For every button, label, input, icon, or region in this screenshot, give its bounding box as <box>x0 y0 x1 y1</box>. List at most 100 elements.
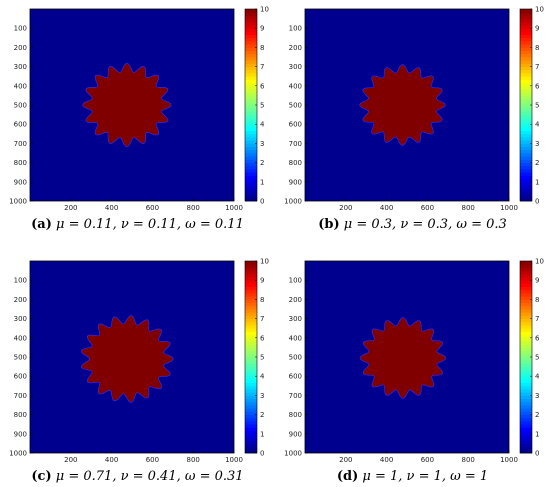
colorbar-segment <box>520 398 532 403</box>
colorbar-segment <box>520 309 532 313</box>
colorbar-segment <box>520 146 532 151</box>
y-tick-label: 200 <box>14 44 27 52</box>
caption-c: (c) μ = 0.71, ν = 0.41, ω = 0.31 <box>0 469 275 484</box>
colorbar-segment <box>245 446 257 451</box>
colorbar-segment <box>520 114 532 119</box>
colorbar-segment <box>245 31 257 35</box>
colorbar-segment <box>520 305 532 310</box>
colorbar-tick-label: 7 <box>260 63 264 71</box>
colorbar-segment <box>520 350 532 355</box>
y-tick-label: 400 <box>289 334 302 342</box>
colorbar-segment <box>245 101 257 106</box>
colorbar-segment <box>520 31 532 35</box>
colorbar-segment <box>520 69 532 74</box>
colorbar-segment <box>520 44 532 48</box>
colorbar-segment <box>520 149 532 154</box>
y-tick-label: 600 <box>289 121 302 129</box>
colorbar-segment <box>245 373 257 377</box>
colorbar-segment <box>520 28 532 32</box>
y-tick-label: 600 <box>14 373 27 381</box>
colorbar-segment <box>520 127 532 131</box>
colorbar-segment <box>520 405 532 409</box>
y-tick-label: 200 <box>289 296 302 304</box>
colorbar-segment <box>520 73 532 77</box>
caption-mu: μ = 0.11, <box>56 217 117 232</box>
colorbar-segment <box>245 121 257 125</box>
y-tick-label: 300 <box>289 63 302 71</box>
colorbar-segment <box>520 379 532 383</box>
colorbar-segment <box>520 89 532 93</box>
colorbar-segment <box>520 156 532 160</box>
colorbar-segment <box>520 325 532 329</box>
caption-mu: μ = 1, <box>362 469 403 484</box>
colorbar-segment <box>520 79 532 83</box>
colorbar-segment <box>520 105 532 109</box>
colorbar-segment <box>520 9 532 13</box>
colorbar-segment <box>245 172 257 176</box>
colorbar-segment <box>520 25 532 29</box>
colorbar-segment <box>245 401 257 406</box>
colorbar-segment <box>245 140 257 144</box>
caption-omega: ω = 0.11 <box>185 217 244 232</box>
colorbar-tick-label: 9 <box>535 25 539 33</box>
colorbar-segment <box>520 273 532 278</box>
colorbar-tick-label: 2 <box>260 411 264 419</box>
colorbar-tick-label: 5 <box>260 354 264 362</box>
colorbar-segment <box>520 449 532 454</box>
y-tick-label: 400 <box>289 82 302 90</box>
colorbar-segment <box>520 18 532 23</box>
colorbar-segment <box>520 261 532 265</box>
y-tick-label: 900 <box>289 430 302 438</box>
colorbar-segment <box>245 443 257 447</box>
colorbar-segment <box>245 344 257 348</box>
colorbar-segment <box>520 337 532 342</box>
colorbar-tick-label: 6 <box>535 82 540 90</box>
y-tick-label: 1000 <box>284 198 302 206</box>
colorbar-tick-label: 8 <box>535 296 539 304</box>
colorbar-segment <box>245 82 257 87</box>
caption-omega: ω = 0.3 <box>456 217 507 232</box>
colorbar-segment <box>245 143 257 147</box>
colorbar-segment <box>520 197 532 202</box>
y-tick-label: 400 <box>14 334 27 342</box>
colorbar-tick-label: 4 <box>535 121 540 129</box>
x-tick-label: 1000 <box>500 456 518 464</box>
colorbar-segment <box>520 289 532 294</box>
colorbar-segment <box>520 47 532 51</box>
colorbar-segment <box>245 417 257 422</box>
colorbar-segment <box>520 280 532 284</box>
colorbar-tick-label: 8 <box>260 296 264 304</box>
colorbar-tick-label: 9 <box>535 277 539 285</box>
colorbar-segment <box>245 69 257 74</box>
y-tick-label: 700 <box>14 140 27 148</box>
colorbar-segment <box>245 347 257 351</box>
colorbar-segment <box>520 181 532 186</box>
caption-label: (a) <box>31 217 52 232</box>
colorbar-segment <box>245 185 257 189</box>
colorbar-segment <box>245 149 257 154</box>
colorbar-segment <box>245 408 257 412</box>
colorbar-tick-label: 8 <box>535 44 539 52</box>
y-tick-label: 900 <box>14 430 27 438</box>
colorbar-segment <box>520 437 532 441</box>
colorbar-segment <box>245 299 257 303</box>
colorbar-segment <box>245 162 257 167</box>
colorbar-segment <box>245 169 257 173</box>
caption-nu: ν = 0.11, <box>120 217 181 232</box>
colorbar-segment <box>520 421 532 425</box>
colorbar-segment <box>245 421 257 425</box>
y-tick-label: 500 <box>289 102 302 110</box>
colorbar-segment <box>245 315 257 319</box>
colorbar-segment <box>245 449 257 454</box>
colorbar-segment <box>245 309 257 313</box>
colorbar-segment <box>520 50 532 55</box>
colorbar-segment <box>520 414 532 419</box>
colorbar-segment <box>520 124 532 128</box>
x-tick-label: 200 <box>339 456 352 464</box>
colorbar-segment <box>520 76 532 80</box>
x-tick-label: 600 <box>421 456 434 464</box>
colorbar-tick-label: 5 <box>535 102 539 110</box>
colorbar-tick-label: 7 <box>260 315 264 323</box>
colorbar-segment <box>245 95 257 99</box>
colorbar-segment <box>520 321 532 326</box>
